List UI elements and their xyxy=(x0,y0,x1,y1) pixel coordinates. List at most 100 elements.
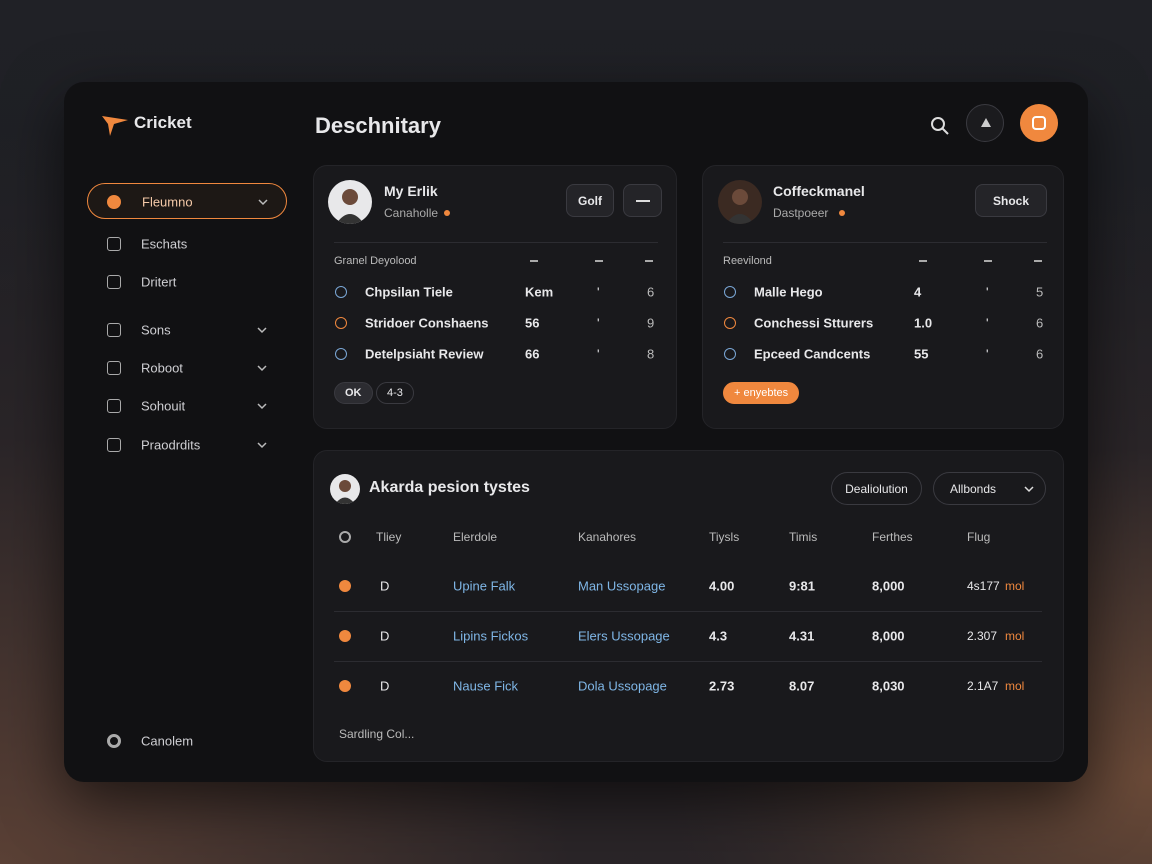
table-cell: 4.31 xyxy=(789,628,815,644)
settings-icon[interactable] xyxy=(107,734,121,748)
column-header: Timis xyxy=(789,530,818,544)
profile-button[interactable] xyxy=(1020,104,1058,142)
table-footer[interactable]: Sardling Col... xyxy=(339,727,415,741)
user-subtitle: Canaholle xyxy=(384,206,439,220)
row-icon xyxy=(335,286,347,298)
user-subtitle: Dastpoeer xyxy=(773,206,829,220)
nav-item[interactable]: Dritert xyxy=(87,264,287,300)
nav-icon xyxy=(107,361,121,375)
row-cell: 55 xyxy=(914,346,929,362)
table-title: Reevilond xyxy=(723,255,772,267)
row-divider xyxy=(334,611,1042,612)
pill[interactable]: + enyebtes xyxy=(723,382,800,404)
status-dot xyxy=(444,210,450,216)
divider xyxy=(723,242,1047,243)
nav-item[interactable]: Sons xyxy=(87,312,287,348)
nav-label: Praodrdits xyxy=(141,437,201,453)
card-button[interactable]: Shock xyxy=(975,184,1047,217)
logo-icon xyxy=(102,116,128,136)
filter-dropdown[interactable]: Allbonds xyxy=(933,472,1046,505)
table-cell: 4s177 xyxy=(967,579,1000,593)
column-icon xyxy=(984,260,992,262)
nav-item[interactable]: Praodrdits xyxy=(87,427,287,463)
table-cell: D xyxy=(380,628,390,644)
page-title: Deschnitary xyxy=(315,113,441,138)
column-header: Tliey xyxy=(376,530,402,544)
chevron xyxy=(255,323,269,337)
row-icon xyxy=(339,580,351,592)
row-icon xyxy=(335,348,347,360)
table-cell: Upine Falk xyxy=(453,578,516,594)
table-cell: 8,000 xyxy=(872,628,905,644)
column-header: Ferthes xyxy=(872,530,913,544)
table-cell: 2.1A7 xyxy=(967,679,999,693)
divider xyxy=(334,242,658,243)
column-header: Flug xyxy=(967,530,991,544)
row-cell: 8 xyxy=(647,346,655,362)
minus-button[interactable] xyxy=(623,184,662,217)
avatar xyxy=(718,180,762,224)
table-title: Granel Deyolood xyxy=(334,255,417,267)
nav-item[interactable]: Fleumno xyxy=(87,183,287,219)
nav-label: Roboot xyxy=(141,360,183,376)
card-button[interactable]: Golf xyxy=(566,184,614,217)
pill[interactable]: 4-3 xyxy=(376,382,414,404)
table-cell: mol xyxy=(1005,629,1025,643)
table-cell: mol xyxy=(1005,679,1025,693)
app-window: Cricket Deschnitary My Erlik Canaholle Gol… xyxy=(64,82,1088,782)
row-cell: ' xyxy=(986,315,989,331)
row-cell: Malle Hego xyxy=(754,284,823,300)
column-icon xyxy=(530,260,538,262)
nav-item[interactable]: Roboot xyxy=(87,350,287,386)
column-icon xyxy=(595,260,603,262)
row-cell: ' xyxy=(986,284,989,300)
chevron xyxy=(255,361,269,375)
nav-label: Sohouit xyxy=(141,398,186,414)
table-cell: Dola Ussopage xyxy=(578,678,667,694)
row-cell: Detelpsiaht Review xyxy=(365,346,484,362)
row-cell: Kem xyxy=(525,284,554,300)
table-cell: 9:81 xyxy=(789,578,816,594)
row-cell: 6 xyxy=(1036,346,1044,362)
column-icon xyxy=(1034,260,1042,262)
column-header: Tiysls xyxy=(709,530,740,544)
column-icon xyxy=(645,260,653,262)
column-header: Kanahores xyxy=(578,530,637,544)
nav-item[interactable]: Eschats xyxy=(87,226,287,262)
pill[interactable]: OK xyxy=(334,382,373,404)
user-name: Coffeckmanel xyxy=(773,183,865,199)
table-cell: 2.307 xyxy=(967,629,998,643)
row-cell: 6 xyxy=(647,284,655,300)
chevron xyxy=(1022,482,1036,496)
chevron xyxy=(255,438,269,452)
nav-icon xyxy=(107,275,121,289)
search-icon[interactable] xyxy=(930,116,950,136)
row-cell: ' xyxy=(597,315,600,331)
sidebar-footer[interactable]: Canolem xyxy=(141,733,194,749)
nav-item[interactable]: Sohouit xyxy=(87,388,287,424)
player-card: My Erlik Canaholle Golf Granel Deyolood Chps… xyxy=(313,165,677,429)
table-cell: mol xyxy=(1005,579,1025,593)
table-cell: D xyxy=(380,678,390,694)
row-icon xyxy=(339,630,351,642)
column-header: Elerdole xyxy=(453,530,498,544)
table-cell: Nause Fick xyxy=(453,678,519,694)
row-cell: 6 xyxy=(1036,315,1044,331)
row-icon xyxy=(724,348,736,360)
table-cell: Elers Ussopage xyxy=(578,628,670,644)
row-cell: ' xyxy=(597,346,600,362)
row-cell: ' xyxy=(986,346,989,362)
select-all[interactable] xyxy=(339,531,351,543)
filter-button[interactable]: Dealiolution xyxy=(831,472,922,505)
user-name: My Erlik xyxy=(384,183,438,199)
row-cell: 4 xyxy=(914,284,922,300)
row-divider xyxy=(334,661,1042,662)
player-card: Coffeckmanel Dastpoeer Shock Reevilond Malle… xyxy=(702,165,1064,429)
notification-button[interactable] xyxy=(966,104,1004,142)
table-cell: 8,000 xyxy=(872,578,905,594)
row-cell: ' xyxy=(597,284,600,300)
table-cell: 8.07 xyxy=(789,678,815,694)
nav-label: Sons xyxy=(141,322,171,338)
table-cell: 4.3 xyxy=(709,628,728,644)
